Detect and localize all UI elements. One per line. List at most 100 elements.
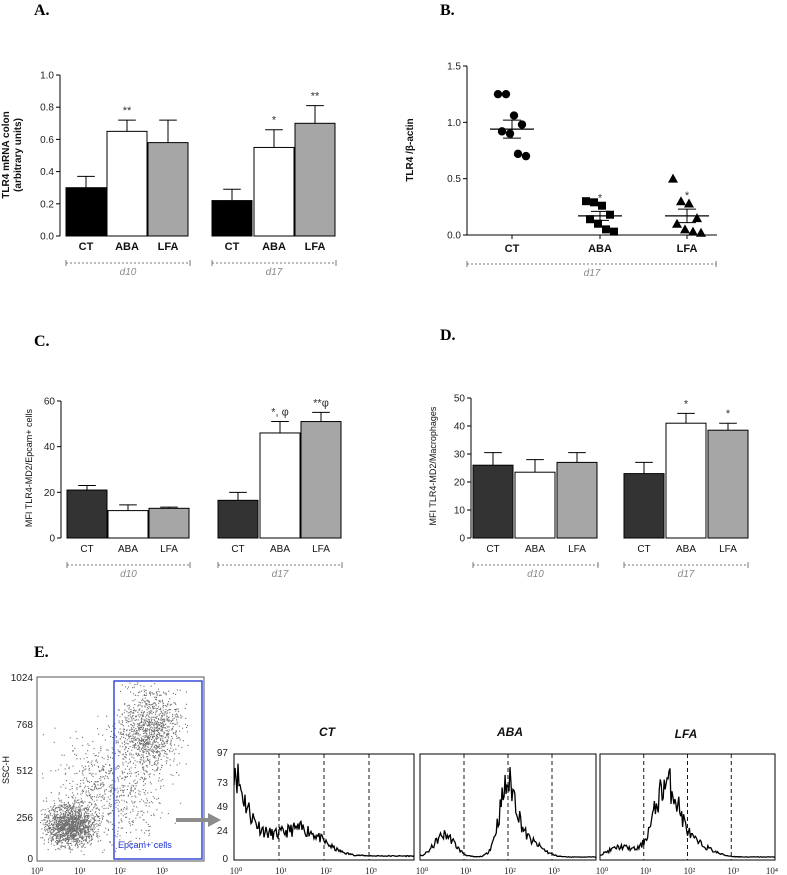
y-tick-label: 1.0	[40, 71, 54, 82]
scatter-xtick-label: 10³	[156, 866, 168, 875]
data-point	[680, 224, 690, 234]
bar	[472, 464, 514, 539]
data-point	[501, 89, 511, 99]
data-point	[493, 89, 503, 99]
scatter-ylabel: SSC-H	[1, 756, 11, 784]
y-tick-label: 0.5	[447, 174, 461, 185]
significance-label: *, φ	[271, 407, 289, 419]
category-label: ABA	[270, 544, 290, 555]
hist-xtick-label: 10⁰	[416, 866, 429, 875]
data-point	[668, 173, 678, 183]
hist-title-aba: ABA	[496, 725, 523, 739]
data-point	[696, 227, 706, 237]
bar	[211, 200, 253, 237]
data-point	[692, 213, 702, 223]
scatter-xtick-label: 10¹	[74, 866, 86, 875]
y-tick-label: 40	[44, 442, 56, 453]
bar	[294, 122, 336, 237]
group-label: d17	[272, 569, 289, 580]
category-label: LFA	[158, 241, 179, 253]
hist-xtick-label: 10²	[504, 866, 516, 875]
bar	[707, 429, 749, 539]
histogram-ct: 10⁰ 10¹ 10² 10³	[230, 753, 415, 875]
scatter-ytick-512: 512	[16, 766, 33, 777]
panel-b-ylabel: TLR4 /β-actin	[405, 118, 416, 181]
category-label: ABA	[115, 241, 139, 253]
y-tick-label: 10	[454, 506, 466, 517]
data-point	[590, 198, 598, 207]
category-label: LFA	[312, 544, 330, 555]
category-label: ABA	[588, 243, 612, 255]
scatter-xtick-label: 10²	[114, 866, 126, 875]
histogram-aba: 10⁰ 10¹ 10² 10³	[416, 753, 597, 875]
hist-ytick-49: 49	[217, 802, 229, 813]
y-tick-label: 60	[44, 397, 56, 408]
bar	[148, 507, 190, 539]
y-tick-label: 0.8	[40, 103, 54, 114]
hist-xtick-label: 10³	[365, 866, 377, 875]
category-label: LFA	[568, 544, 586, 555]
significance-label: *	[684, 398, 689, 410]
category-label: CT	[79, 241, 94, 253]
hist-ytick-97: 97	[217, 748, 229, 759]
hist-xtick-label: 10¹	[640, 866, 652, 875]
panel-letter-c: C.	[34, 333, 50, 350]
hist-xtick-label: 10¹	[460, 866, 472, 875]
significance-label: **φ	[313, 397, 329, 409]
panel-letter-d: D.	[440, 327, 456, 344]
histogram-lfa: 10⁰ 10¹ 10² 10³ 10⁴	[596, 753, 778, 875]
data-point	[610, 227, 618, 236]
panel-a-ylabel-line2: (arbitrary units)	[13, 118, 24, 192]
data-point	[505, 129, 515, 138]
category-label: CT	[637, 544, 650, 555]
panel-e-histograms: 97 73 49 24 0 CT ABA LFA 10⁰ 10¹ 10² 10³ 10⁰…	[217, 725, 778, 875]
group-label: d17	[678, 569, 695, 580]
y-tick-label: 0.0	[447, 231, 461, 242]
scatter-events	[40, 680, 189, 860]
hist-xtick-label: 10³	[548, 866, 560, 875]
scatter-ytick-256: 256	[16, 813, 33, 824]
scatter-ytick-768: 768	[16, 720, 33, 731]
significance-label: *	[598, 192, 603, 204]
data-point	[513, 149, 523, 159]
hist-xtick-label: 10⁴	[766, 866, 778, 875]
panel-letter-e: E.	[34, 644, 49, 661]
bar	[300, 421, 342, 539]
scatter-ytick-1024: 1024	[11, 673, 34, 684]
hist-xtick-label: 10⁰	[230, 866, 243, 875]
hist-ytick-0: 0	[222, 854, 228, 865]
bar	[107, 510, 149, 539]
y-tick-label: 1.0	[447, 118, 461, 129]
category-label: ABA	[262, 241, 286, 253]
y-tick-label: 0	[459, 534, 465, 545]
hist-ytick-24: 24	[217, 826, 229, 837]
category-label: CT	[231, 544, 244, 555]
histogram-trace	[419, 767, 596, 858]
panel-d-ylabel: MFI TLR4-MD2/Macrophages	[428, 406, 438, 525]
panel-letter-a: A.	[34, 2, 50, 19]
data-point	[521, 151, 531, 161]
panel-e-scatter-plot: Epcam+ cells SSC-H 1024 768 512 256 0 10…	[1, 673, 221, 875]
hist-xtick-label: 10³	[727, 866, 739, 875]
data-point	[688, 226, 698, 236]
y-tick-label: 40	[454, 422, 466, 433]
data-point	[684, 198, 694, 208]
panel-d-bar-chart: 0 10 20 30 40 50 CT ABA LFA CT * ABA * LFA d10 d17	[454, 394, 749, 580]
scatter-ytick-0: 0	[27, 854, 33, 865]
y-tick-label: 0.0	[40, 232, 54, 243]
panel-letter-b: B.	[440, 2, 455, 19]
panel-a-ylabel-line1: TLR4 mRNA colon	[1, 111, 12, 198]
scatter-plot-frame	[36, 676, 205, 862]
category-label: LFA	[719, 544, 737, 555]
significance-label: *	[726, 408, 731, 420]
data-point	[594, 219, 602, 228]
y-tick-label: 0.4	[40, 167, 54, 178]
hist-xtick-label: 10²	[684, 866, 696, 875]
y-tick-label: 50	[454, 394, 466, 405]
bar	[65, 187, 107, 237]
panel-a-bar-chart: 0.0 0.2 0.4 0.6 0.8 1.0 CT ** ABA LFA CT * ABA ** LFA d…	[40, 71, 337, 278]
y-tick-label: 20	[44, 488, 56, 499]
y-tick-label: 0.2	[40, 199, 54, 210]
hist-boxes: 10⁰ 10¹ 10² 10³ 10⁰ 10¹ 10² 10³ 10⁰ 10¹ 10² 10³ 10⁴	[230, 753, 778, 875]
